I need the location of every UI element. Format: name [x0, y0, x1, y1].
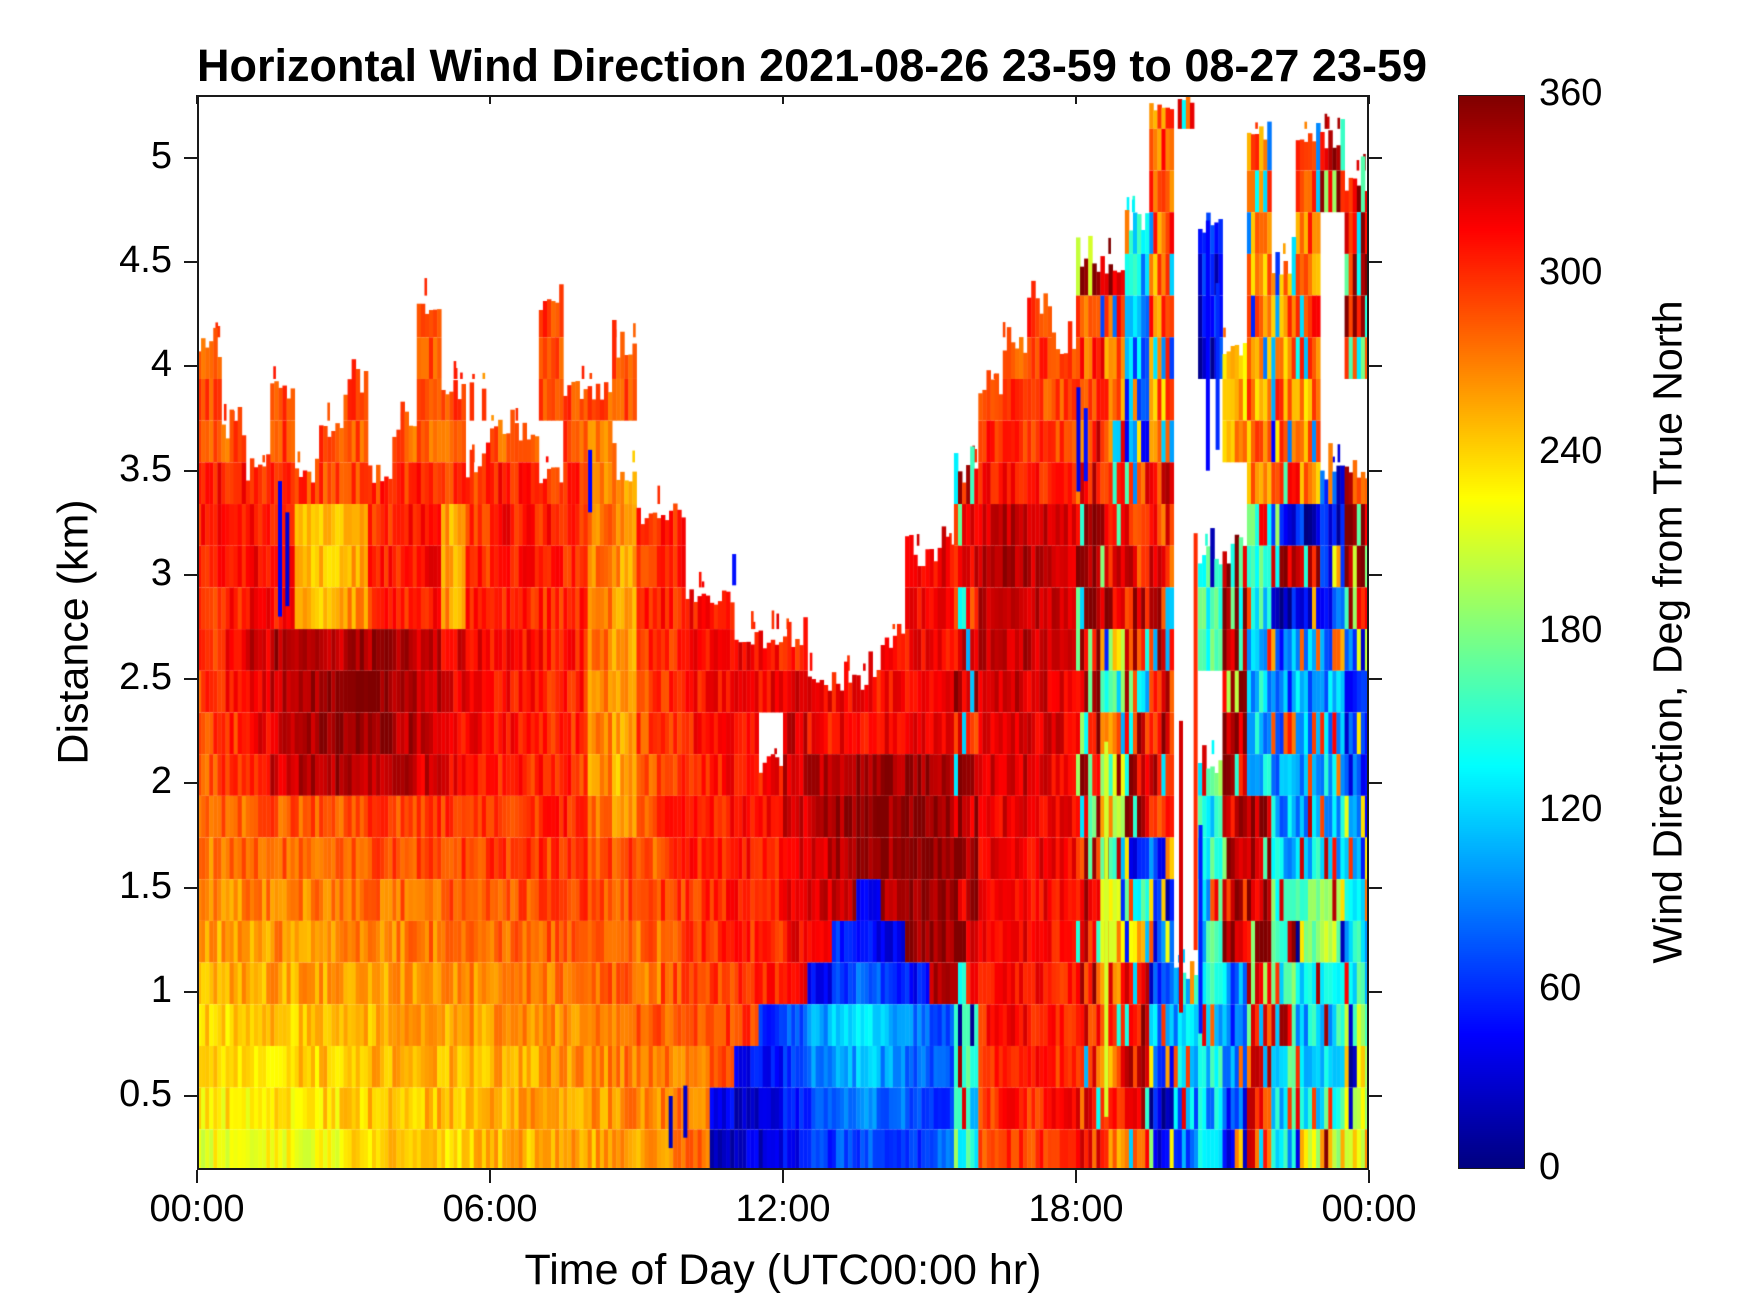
colorbar-gradient — [1458, 95, 1525, 1169]
x-tick-label: 00:00 — [149, 1188, 245, 1230]
y-axis-tick — [184, 469, 197, 472]
y-axis-label: Distance (km) — [49, 499, 98, 765]
y-axis-tick-right — [1369, 782, 1382, 785]
heatmap-canvas — [197, 95, 1369, 1170]
y-axis-tick-right — [1369, 678, 1382, 681]
colorbar-tick-label: 120 — [1539, 788, 1603, 830]
x-axis-tick — [1075, 1170, 1077, 1183]
y-axis-tick-right — [1369, 573, 1382, 576]
colorbar-tick-label: 240 — [1539, 430, 1603, 472]
y-axis-tick — [184, 261, 197, 264]
x-tick-label: 00:00 — [1321, 1188, 1417, 1230]
y-tick-label: 1.5 — [119, 864, 172, 907]
y-tick-label: 2 — [150, 760, 172, 803]
y-axis-tick-right — [1369, 157, 1382, 160]
x-axis-label: Time of Day (UTC00:00 hr) — [524, 1246, 1042, 1294]
y-axis-tick — [184, 365, 197, 368]
y-tick-label: 5 — [150, 135, 172, 178]
y-axis-tick — [184, 157, 197, 160]
x-axis-tick-top — [782, 95, 784, 104]
x-axis-tick — [196, 1170, 198, 1183]
colorbar-label: Wind Direction, Deg from True North — [1644, 300, 1691, 964]
colorbar-tick-label: 60 — [1539, 967, 1582, 1009]
y-axis-tick-right — [1369, 261, 1382, 264]
colorbar-tick-label: 360 — [1539, 72, 1603, 114]
chart-title: Horizontal Wind Direction 2021-08-26 23-… — [197, 40, 1428, 91]
x-axis-tick-top — [1368, 95, 1370, 104]
y-axis-tick-right — [1369, 469, 1382, 472]
y-axis-tick — [184, 782, 197, 785]
x-axis-tick-top — [196, 95, 198, 104]
y-axis-tick — [184, 1095, 197, 1097]
x-tick-label: 18:00 — [1028, 1188, 1124, 1230]
y-tick-label: 3 — [150, 551, 172, 594]
colorbar-tick-label: 180 — [1539, 609, 1603, 651]
y-tick-label: 4 — [150, 343, 172, 386]
y-axis-tick — [184, 886, 197, 889]
y-axis-tick-right — [1369, 990, 1382, 993]
y-tick-label: 2.5 — [119, 656, 172, 699]
y-tick-label: 3.5 — [119, 447, 172, 490]
x-axis-tick — [1368, 1170, 1370, 1183]
y-axis-tick-right — [1369, 886, 1382, 889]
y-tick-label: 0.5 — [119, 1073, 172, 1115]
x-axis-tick-top — [1075, 95, 1077, 104]
x-tick-label: 12:00 — [735, 1188, 831, 1230]
y-axis-tick-right — [1369, 1095, 1382, 1097]
colorbar-tick-label: 0 — [1539, 1146, 1561, 1188]
x-axis-tick — [489, 1170, 491, 1183]
y-axis-tick — [184, 573, 197, 576]
colorbar-tick-label: 300 — [1539, 251, 1603, 293]
y-axis-tick-right — [1369, 365, 1382, 368]
y-tick-label: 1 — [150, 968, 172, 1011]
x-tick-label: 06:00 — [442, 1188, 538, 1230]
x-axis-tick — [782, 1170, 784, 1183]
y-tick-label: 4.5 — [119, 239, 172, 282]
x-axis-tick-top — [489, 95, 491, 104]
y-axis-tick — [184, 990, 197, 993]
y-axis-tick — [184, 678, 197, 681]
